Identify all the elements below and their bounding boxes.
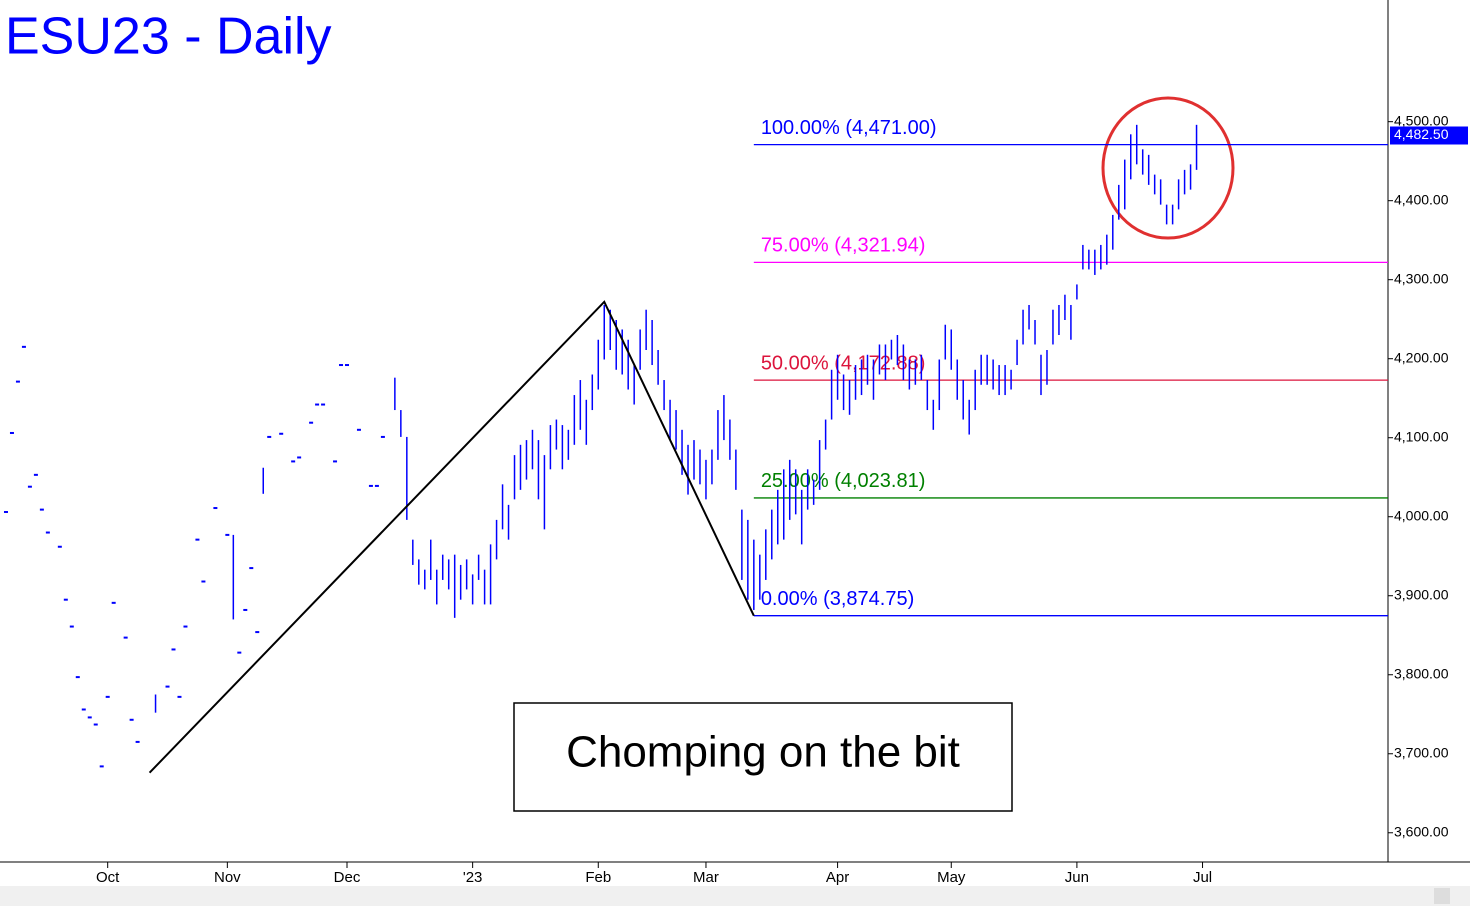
x-tick-label: Nov	[214, 869, 241, 886]
y-tick-label: 3,600.00	[1394, 823, 1449, 839]
y-tick-label: 4,400.00	[1394, 191, 1449, 207]
scrollbar	[0, 886, 1470, 906]
y-tick-label: 4,500.00	[1394, 112, 1449, 128]
x-tick-label: Jun	[1065, 869, 1089, 886]
zigzag	[148, 300, 755, 774]
x-tick-label: Jul	[1193, 869, 1212, 886]
x-tick-label: Apr	[826, 869, 849, 886]
y-tick-label: 4,300.00	[1394, 270, 1449, 286]
x-tick-label: May	[937, 869, 966, 886]
annotation: Chomping on the bit	[566, 728, 960, 777]
y-tick-label: 3,900.00	[1394, 586, 1449, 602]
x-tick-label: Mar	[693, 869, 719, 886]
y-tick-label: 3,700.00	[1394, 744, 1449, 760]
fib-label: 75.00% (4,321.94)	[761, 235, 926, 257]
chart-title: ESU23 - Daily	[5, 8, 332, 66]
y-tick-label: 4,200.00	[1394, 349, 1449, 365]
x-tick-label: Dec	[334, 869, 361, 886]
x-tick-label: '23	[463, 869, 483, 886]
fib-label: 100.00% (4,471.00)	[761, 117, 937, 139]
last-price-box	[1390, 126, 1468, 145]
fib-label: 0.00% (3,874.75)	[761, 588, 914, 610]
highlight-circle	[1101, 96, 1235, 240]
x-tick-label: Feb	[585, 869, 611, 886]
fib-label: 25.00% (4,023.81)	[761, 470, 926, 492]
y-tick-label: 4,000.00	[1394, 507, 1449, 523]
fib-label: 50.00% (4,172.88)	[761, 352, 926, 374]
last-price-label: 4,482.50	[1394, 126, 1449, 142]
annotation-box	[513, 702, 1013, 812]
y-tick-label: 4,100.00	[1394, 428, 1449, 444]
plot: 3,600.00 3,700.00 3,800.00 3,900.00 4,000.00…	[3, 112, 1449, 886]
scroll-thumb	[1434, 888, 1450, 904]
y-tick-label: 3,800.00	[1394, 665, 1449, 681]
x-tick-label: Oct	[96, 869, 120, 886]
